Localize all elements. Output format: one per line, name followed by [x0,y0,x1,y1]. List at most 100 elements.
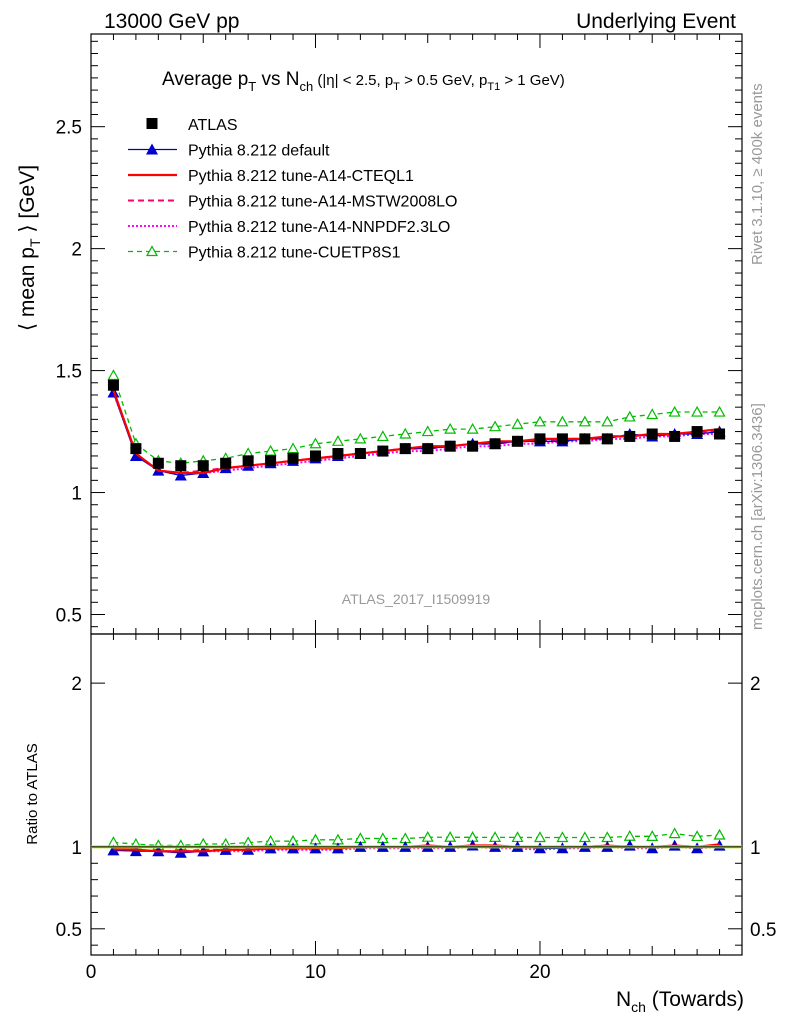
point-cuetp8s1 [511,418,524,429]
point-cuetp8s1 [399,427,412,439]
ratio-point-cuetp8s1 [623,830,636,841]
point-data [197,460,209,472]
point-cuetp8s1 [287,442,300,454]
legend-label-cteql1: Pythia 8.212 tune-A14-CTEQL1 [188,168,414,185]
point-cuetp8s1 [107,369,120,381]
ratio-point-cuetp8s1 [646,830,659,841]
point-data [512,435,524,447]
point-cuetp8s1 [601,415,614,427]
y-tick-label-main: 0.5 [56,605,82,626]
y-tick-label-main: 1.5 [56,362,82,383]
point-cuetp8s1 [376,430,389,442]
y-tick-label-ratio: 1 [71,838,82,859]
point-data [624,430,636,442]
series-line-cuetp8s1 [112,375,720,464]
legend-label-data: ATLAS [188,117,238,134]
legend: ATLAS Pythia 8.212 default Pythia 8.212 tu… [128,117,457,262]
point-cuetp8s1 [533,415,546,427]
ratio-point-cuetp8s1 [691,830,704,842]
ratio-point-cuetp8s1 [668,827,681,839]
x-tick-label: 0 [86,962,97,983]
point-data [332,448,344,460]
point-data [714,428,726,440]
point-cuetp8s1 [646,408,659,420]
y-tick-label-ratio-right: 0.5 [750,920,776,941]
point-data [399,443,411,455]
y-tick-label-ratio: 0.5 [56,920,82,941]
point-data [107,379,119,391]
y-tick-label-main: 1 [71,484,82,505]
x-axis-label: Nch (Towards) [616,988,744,1015]
legend-label-nnpdf: Pythia 8.212 tune-A14-NNPDF2.3LO [188,219,450,236]
point-data [467,440,479,452]
point-data [377,445,389,457]
y-axis-label-ratio: Ratio to ATLAS [24,743,41,844]
point-data [534,433,546,445]
point-data [152,457,164,469]
ratio-series-group [91,827,742,858]
ratio-point-cuetp8s1 [713,828,726,840]
point-cuetp8s1 [489,420,502,432]
point-data [556,433,568,445]
main-series-group [107,369,726,481]
point-default [129,449,142,461]
point-data [130,443,142,455]
point-cuetp8s1 [556,415,569,427]
point-cuetp8s1 [623,410,636,422]
y-tick-label-main: 2.5 [56,118,82,139]
ratio-point-default [623,839,636,851]
point-cuetp8s1 [668,405,681,417]
analysis-label: ATLAS_2017_I1509919 [342,591,491,607]
point-cuetp8s1 [421,425,434,437]
point-data [489,438,501,450]
legend-label-cuetp8s1: Pythia 8.212 tune-CUETP8S1 [188,245,401,262]
point-data [601,433,613,445]
legend-marker-default [146,143,158,155]
y-tick-label-main: 2 [71,240,82,261]
point-data [265,455,277,467]
x-tick-label: 20 [529,962,550,983]
ratio-point-cuetp8s1 [556,831,569,843]
ratio-point-cuetp8s1 [533,831,546,843]
point-data [175,460,187,472]
series-line-nnpdf [112,392,720,474]
ratio-panel-frame [90,633,743,956]
y-tick-label-ratio-right: 1 [750,838,761,859]
point-data [646,428,658,440]
point-data [287,452,299,464]
point-cuetp8s1 [309,437,322,449]
axis-ticks: 0 10 20 0.5 1 1.5 2 2.5 0.5 0.5 1 1 2 2 [56,34,776,983]
header-left: 13000 GeV pp [104,10,239,33]
point-cuetp8s1 [264,444,277,456]
point-cuetp8s1 [578,415,591,427]
point-cuetp8s1 [331,435,344,446]
point-cuetp8s1 [466,422,479,434]
point-data [422,443,434,455]
y-tick-label-ratio: 2 [71,674,82,695]
y-tick-label-ratio-right: 2 [750,674,761,695]
rivet-label: Rivet 3.1.10, ≥ 400k events [749,83,766,265]
point-data [309,450,321,462]
point-data [444,440,456,452]
x-tick-label: 10 [305,962,326,983]
point-data [354,448,366,460]
legend-marker-data [146,118,158,129]
mcplots-label: mcplots.cern.ch [arXiv:1306.3436] [749,403,766,630]
point-default [174,469,187,481]
point-data [220,457,232,469]
legend-label-default: Pythia 8.212 default [188,143,330,160]
point-data [242,455,254,467]
legend-label-mstw: Pythia 8.212 tune-A14-MSTW2008LO [188,194,457,211]
plot-title: Average pT vs Nch (|η| < 2.5, pT > 0.5 G… [162,69,565,94]
legend-marker-cuetp8s1 [145,245,159,257]
point-cuetp8s1 [444,422,457,434]
point-data [669,430,681,442]
point-data [579,433,591,445]
point-cuetp8s1 [713,405,726,417]
point-cuetp8s1 [691,405,704,417]
y-axis-label-main: ⟨ mean pT ⟩ [GeV] [16,165,43,331]
header-right: Underlying Event [576,10,736,33]
ratio-line-cuetp8s1 [113,832,720,847]
